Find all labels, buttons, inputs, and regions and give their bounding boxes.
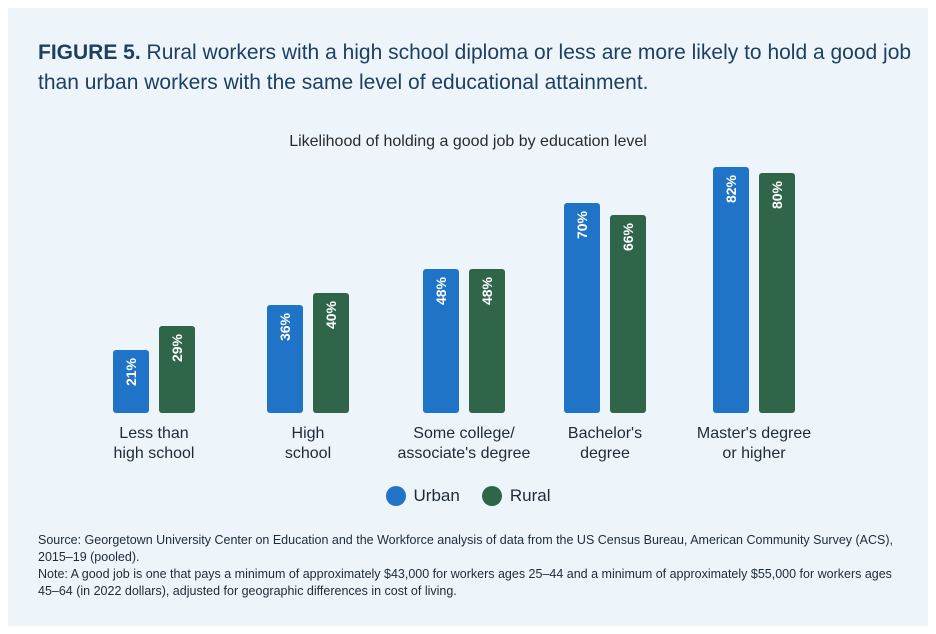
category-label-4: Master's degree or higher	[697, 425, 811, 462]
data-label-rural-4: 80%	[769, 180, 785, 209]
legend-swatch-urban	[385, 486, 406, 506]
data-label-rural-0: 29%	[169, 333, 185, 362]
figure-heading: FIGURE 5. Rural workers with a high scho…	[38, 38, 918, 98]
legend-label-rural: Rural	[509, 486, 551, 505]
source-notes: Source: Georgetown University Center on …	[38, 532, 908, 600]
chart-legend: Urban Rural	[8, 486, 928, 506]
data-label-urban-1: 36%	[277, 312, 293, 341]
bar-urban-4	[713, 167, 749, 413]
legend-item-rural: Rural	[481, 486, 551, 506]
bar-rural-4	[759, 173, 795, 413]
legend-item-urban: Urban	[385, 486, 460, 506]
bar-urban-0	[113, 350, 149, 413]
category-label-0: Less than high school	[114, 425, 195, 462]
bar-rural-2	[469, 269, 505, 413]
data-label-urban-3: 70%	[574, 210, 590, 239]
data-label-rural-3: 66%	[620, 222, 636, 251]
data-label-rural-1: 40%	[323, 300, 339, 329]
bar-urban-1	[267, 305, 303, 413]
bar-rural-1	[313, 293, 349, 413]
figure-panel: FIGURE 5. Rural workers with a high scho…	[8, 8, 928, 626]
chart-title: Likelihood of holding a good job by educ…	[289, 133, 647, 150]
note-text: Note: A good job is one that pays a mini…	[38, 567, 892, 598]
data-label-urban-2: 48%	[433, 276, 449, 305]
figure-heading-text: Rural workers with a high school diploma…	[38, 41, 912, 94]
data-label-urban-0: 21%	[123, 357, 139, 386]
category-label-2: Some college/associate's degree	[398, 425, 531, 462]
legend-swatch-rural	[481, 486, 502, 506]
category-label-3: Bachelor's degree	[568, 425, 642, 462]
bar-rural-0	[159, 326, 195, 413]
legend-label-urban: Urban	[413, 486, 460, 505]
bar-urban-2	[423, 269, 459, 413]
data-label-rural-2: 48%	[479, 276, 495, 305]
data-label-urban-4: 82%	[723, 174, 739, 203]
bar-chart: 21% 29% Less than high school 36% 40% High scho…	[113, 167, 811, 462]
figure-label: FIGURE 5.	[38, 41, 141, 64]
bar-urban-3	[564, 203, 600, 413]
source-text: Source: Georgetown University Center on …	[38, 533, 894, 564]
bar-rural-3	[610, 215, 646, 413]
category-label-1: High school	[285, 425, 331, 462]
